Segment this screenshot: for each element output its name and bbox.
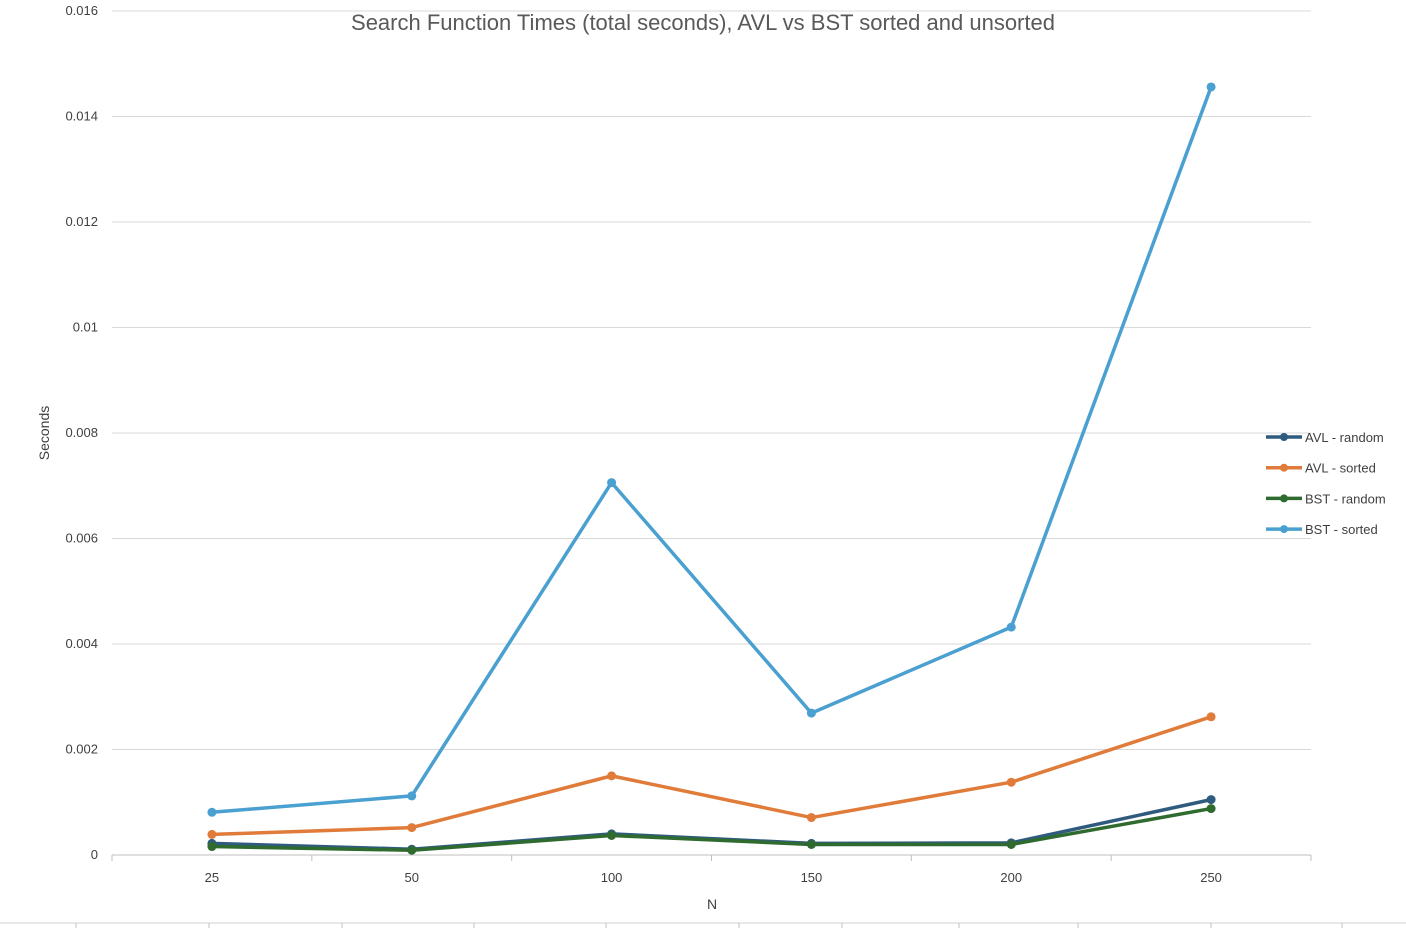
y-tick-labels: 0 0.002 0.004 0.006 0.008 0.01 0.012 0.014 0.016	[65, 3, 98, 862]
legend-item: BST - random	[1266, 491, 1386, 506]
axes	[111, 854, 1312, 861]
x-tick-label: 25	[205, 870, 219, 885]
y-tick-label: 0.008	[65, 425, 98, 440]
series-line-avl-sorted	[210, 715, 1213, 837]
data-point-avl-sorted	[1206, 712, 1216, 722]
data-point-avl-sorted	[607, 771, 617, 781]
legend-swatch-marker	[1280, 433, 1288, 441]
legend-label: BST - sorted	[1305, 522, 1378, 537]
legend-item: BST - sorted	[1266, 522, 1378, 537]
data-point-bst-random	[806, 839, 816, 849]
data-point-bst-random	[607, 830, 617, 840]
series-line-bst-random	[210, 806, 1213, 853]
data-point-bst-sorted	[607, 478, 617, 488]
data-point-avl-sorted	[407, 823, 417, 833]
y-tick-label: 0.016	[65, 3, 98, 18]
legend-item: AVL - sorted	[1266, 461, 1376, 476]
gridlines	[112, 10, 1311, 750]
legend-label: AVL - random	[1305, 430, 1384, 445]
y-tick-label: 0.004	[65, 636, 98, 651]
y-tick-label: 0.002	[65, 742, 98, 757]
y-tick-label: 0.01	[73, 320, 98, 335]
data-point-avl-sorted	[806, 813, 816, 823]
series-line-avl-random	[210, 797, 1213, 851]
x-tick-label: 150	[801, 870, 823, 885]
x-tick-labels: 25 50 100 150 200 250	[205, 870, 1222, 885]
y-tick-label: 0	[91, 847, 98, 862]
data-point-bst-random	[207, 842, 217, 852]
data-point-bst-sorted	[407, 791, 417, 801]
data-point-avl-sorted	[1006, 777, 1016, 787]
y-tick-label: 0.014	[65, 109, 98, 124]
series-lines	[207, 82, 1216, 855]
series-line-bst-sorted	[210, 85, 1213, 815]
chart-title: Search Function Times (total seconds), A…	[351, 10, 1055, 35]
legend-label: AVL - sorted	[1305, 461, 1376, 476]
y-tick-label: 0.012	[65, 214, 98, 229]
x-axis-label: N	[707, 896, 717, 912]
data-point-bst-random	[1206, 804, 1216, 814]
legend-item: AVL - random	[1266, 430, 1384, 445]
data-point-bst-sorted	[207, 807, 217, 817]
y-tick-label: 0.006	[65, 531, 98, 546]
data-point-bst-random	[407, 845, 417, 855]
x-tick-label: 250	[1200, 870, 1222, 885]
data-point-bst-random	[1006, 839, 1016, 849]
legend: AVL - random AVL - sorted BST - random BST …	[1266, 430, 1386, 537]
data-point-avl-random	[1206, 795, 1216, 805]
legend-label: BST - random	[1305, 491, 1386, 506]
x-tick-label: 100	[601, 870, 623, 885]
legend-swatch-marker	[1280, 494, 1288, 503]
x-tick-label: 50	[405, 870, 419, 885]
data-point-bst-sorted	[1206, 82, 1216, 92]
legend-swatch-marker	[1280, 525, 1288, 534]
y-axis-label: Seconds	[36, 406, 52, 460]
bottom-strip	[0, 922, 1406, 928]
data-point-bst-sorted	[806, 708, 816, 718]
x-tick-label: 200	[1000, 870, 1022, 885]
data-point-bst-sorted	[1006, 622, 1016, 632]
legend-swatch-marker	[1280, 463, 1288, 472]
data-point-avl-sorted	[207, 829, 217, 839]
